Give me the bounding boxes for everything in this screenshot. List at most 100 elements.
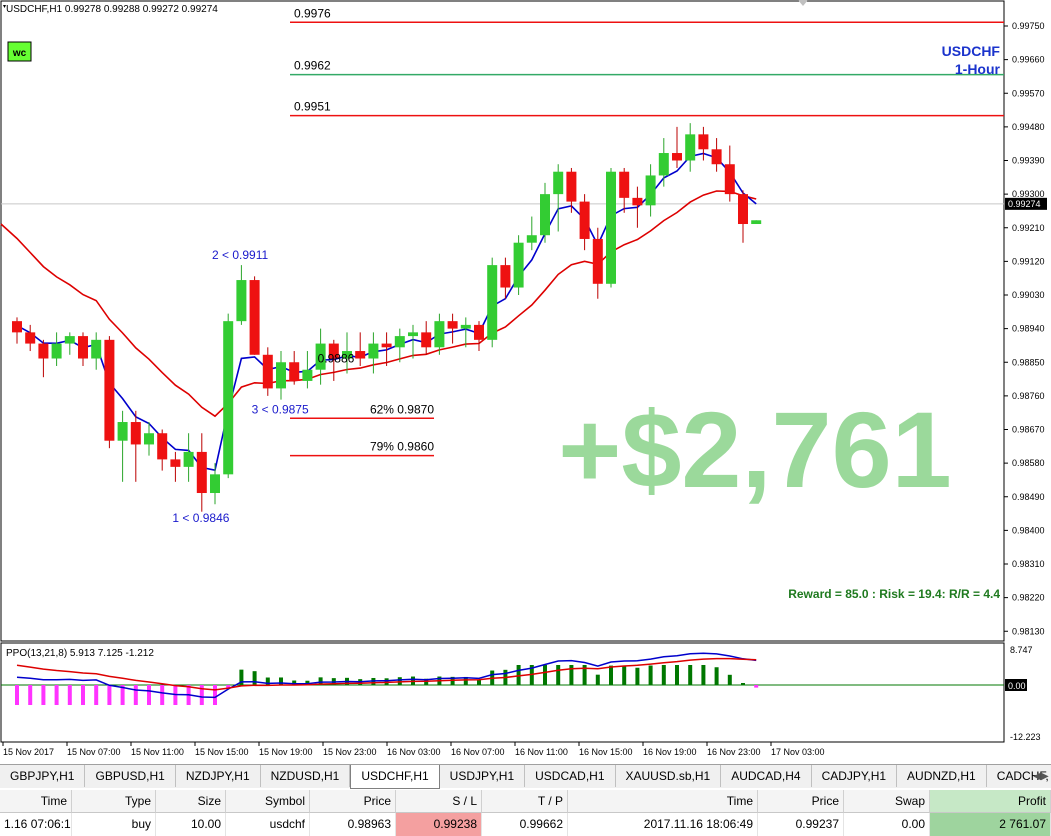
candle-body [262, 354, 273, 389]
chart-tab-audcad-h4[interactable]: AUDCAD,H4 [721, 765, 812, 787]
price-axis-label: 0.99210 [1012, 223, 1045, 233]
candle-body [685, 134, 696, 161]
candle-body [566, 171, 577, 202]
ppo-histogram-bar [648, 665, 653, 685]
chart-shift-marker[interactable] [798, 0, 808, 6]
chart-tab-gbpusd-h1[interactable]: GBPUSD,H1 [85, 765, 176, 787]
swing-annotation-3: 0.9886 [318, 352, 355, 366]
candle-body [104, 339, 115, 441]
column-header-sl[interactable]: S / L [396, 790, 482, 813]
ppo-histogram-bar [252, 671, 257, 685]
candle-body [117, 422, 128, 441]
price-axis-label: 0.99480 [1012, 122, 1045, 132]
cell-sl: 0.99238 [396, 813, 482, 836]
candle-body [183, 451, 194, 467]
candle-body [500, 265, 511, 288]
column-header-size[interactable]: Size [156, 790, 226, 813]
swing-annotation-1: 3 < 0.9875 [252, 403, 309, 417]
ppo-histogram-bar [701, 665, 706, 685]
ppo-histogram-bar [661, 665, 666, 685]
cell-size: 10.00 [156, 813, 226, 836]
price-axis-label: 0.98130 [1012, 626, 1045, 636]
level-label-0: 0.9976 [294, 6, 331, 20]
chart-tab-usdchf-h1[interactable]: USDCHF,H1 [350, 765, 440, 789]
column-header-close-time[interactable]: Time [568, 790, 758, 813]
price-chart[interactable]: 0.99750 0.99660 0.99570 0.99480 0.99390 0.993… [0, 0, 1051, 762]
price-axis-label: 0.99030 [1012, 290, 1045, 300]
chart-menu-icon[interactable] [3, 5, 6, 8]
candle-body [632, 197, 643, 206]
column-header-close-price[interactable]: Price [758, 790, 844, 813]
chart-tab-nzdjpy-h1[interactable]: NZDJPY,H1 [176, 765, 261, 787]
chart-tab-audnzd-h1[interactable]: AUDNZD,H1 [897, 765, 987, 787]
chart-tab-xauusd-sb-h1[interactable]: XAUUSD.sb,H1 [616, 765, 722, 787]
ppo-histogram-bar [727, 674, 732, 685]
chart-tab-cadchf-[interactable]: CADCHF, [987, 765, 1051, 787]
candle-body [381, 343, 392, 348]
chart-header: USDCHF,H1 0.99278 0.99288 0.99272 0.9927… [6, 4, 218, 15]
ppo-histogram-bar [292, 680, 297, 685]
candle-body [12, 321, 22, 333]
tab-scroll-arrows-icon[interactable]: ◀▶ [1033, 771, 1049, 782]
ppo-histogram-bar [41, 685, 46, 705]
chart-tab-nzdusd-h1[interactable]: NZDUSD,H1 [261, 765, 351, 787]
column-header-symbol[interactable]: Symbol [226, 790, 310, 813]
candle-body [526, 235, 537, 243]
chart-tab-gbpjpy-h1[interactable]: GBPJPY,H1 [0, 765, 86, 787]
candle-body [658, 153, 669, 176]
column-header-time[interactable]: Time [0, 790, 72, 813]
ppo-histogram-bar [384, 678, 389, 685]
column-header-type[interactable]: Type [72, 790, 156, 813]
ppo-histogram-bar [67, 685, 72, 705]
ppo-histogram-bar [635, 667, 640, 685]
candle-body [672, 153, 682, 161]
candle-body [276, 362, 286, 389]
cell-tp: 0.99662 [482, 813, 568, 836]
ppo-histogram-bar [714, 667, 719, 685]
column-header-profit[interactable]: Profit [930, 790, 1051, 813]
price-axis: 0.99750 0.99660 0.99570 0.99480 0.99390 0.993… [1004, 21, 1045, 636]
chart-tab-cadjpy-h1[interactable]: CADJPY,H1 [812, 765, 898, 787]
cell-price: 0.98963 [310, 813, 396, 836]
ppo-histogram-bar [54, 685, 59, 705]
candle-body [579, 201, 590, 239]
trade-row[interactable]: 1.16 07:06:14 buy 10.00 usdchf 0.98963 0.9923… [0, 813, 1051, 836]
candle-body [606, 171, 616, 284]
candle-body [751, 220, 762, 225]
ppo-histogram-bar [133, 685, 138, 705]
candle-body [460, 324, 471, 329]
ppo-histogram-bar [160, 685, 165, 705]
cell-profit: 2 761.07 [930, 813, 1051, 836]
candle-body [724, 164, 735, 195]
ppo-histogram-bar [147, 685, 151, 705]
symbol-label: USDCHF [942, 43, 1001, 59]
candle-body [738, 194, 748, 225]
time-axis-label: 17 Nov 03:00 [771, 747, 825, 757]
ppo-indicator [1, 652, 1004, 705]
chart-tabs: GBPJPY,H1 GBPUSD,H1 NZDJPY,H1 NZDUSD,H1 USDC… [0, 764, 1051, 789]
candle-body [408, 332, 418, 337]
price-axis-label: 0.98400 [1012, 525, 1045, 535]
price-axis-label: 0.98760 [1012, 391, 1045, 401]
chart-tab-usdjpy-h1[interactable]: USDJPY,H1 [440, 765, 526, 787]
chart-tab-usdcad-h1[interactable]: USDCAD,H1 [525, 765, 616, 787]
ppo-histogram-bar [754, 685, 759, 688]
column-header-swap[interactable]: Swap [844, 790, 930, 813]
price-axis-label: 0.98940 [1012, 324, 1045, 334]
level-label-1: 0.9962 [294, 59, 331, 73]
level-label-2: 0.9951 [294, 100, 331, 114]
price-axis-label: 0.98220 [1012, 593, 1045, 603]
ppo-histogram-bar [239, 669, 244, 685]
ppo-histogram-bar [318, 677, 323, 685]
candle-body [144, 433, 154, 445]
ppo-line [16, 652, 757, 699]
price-axis-label: 0.98670 [1012, 425, 1045, 435]
column-header-price[interactable]: Price [310, 790, 396, 813]
column-header-tp[interactable]: T / P [482, 790, 568, 813]
candle-body [698, 134, 709, 150]
chart-canvas[interactable]: 0.99750 0.99660 0.99570 0.99480 0.99390 0.993… [0, 0, 1051, 762]
ppo-histogram-bar [226, 685, 231, 689]
time-axis-label: 16 Nov 19:00 [643, 747, 697, 757]
